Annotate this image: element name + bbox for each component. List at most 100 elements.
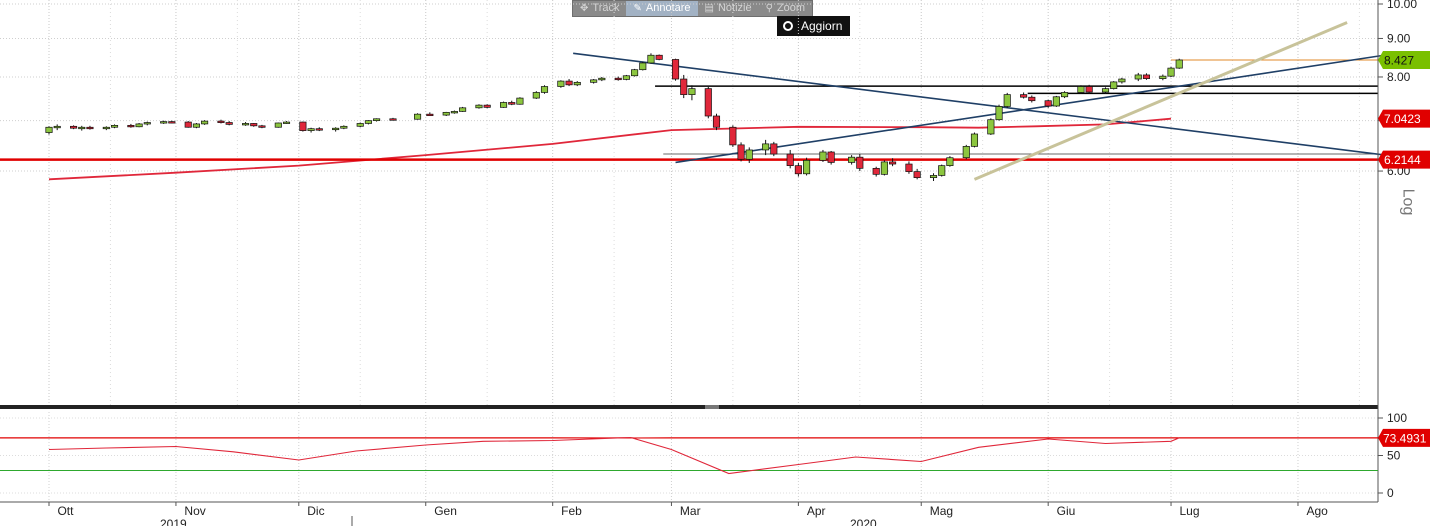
candle — [1101, 87, 1110, 94]
candle-body — [622, 75, 630, 80]
candle-body — [1175, 59, 1183, 69]
candle-body — [250, 123, 258, 127]
x-tick-label: Lug — [1180, 504, 1200, 518]
candle — [880, 160, 888, 176]
candle-body — [848, 156, 856, 163]
candle — [135, 122, 143, 128]
price-tag-label: 7.0423 — [1384, 112, 1421, 126]
candle-body — [946, 157, 954, 166]
candle-body — [242, 123, 250, 126]
toolbar-zoom-button[interactable]: ⚲ Zoom — [759, 1, 812, 16]
candle — [332, 127, 340, 132]
candle-body — [671, 59, 680, 80]
candle-body — [872, 167, 880, 175]
candle-body — [225, 122, 233, 125]
candle — [282, 121, 291, 124]
y-tick-label: 10.00 — [1387, 0, 1417, 11]
indicator-line — [48, 436, 1180, 475]
toolbar-news-button[interactable]: ▤ Notizie — [698, 1, 759, 16]
panel-splitter-handle — [705, 405, 719, 409]
candle-body — [557, 80, 565, 87]
candle-body — [639, 62, 647, 71]
candle-body — [688, 88, 696, 95]
candle — [671, 58, 680, 81]
candle-body — [307, 128, 315, 131]
candle-body — [737, 144, 745, 160]
candle-body — [880, 161, 888, 175]
candle-body — [45, 126, 53, 133]
toolbar-annotate-button[interactable]: ✎ Annotare — [626, 1, 698, 16]
candle — [794, 162, 802, 177]
candle-body — [508, 102, 516, 105]
candle-body — [1020, 94, 1028, 98]
candle-body — [274, 122, 282, 128]
candle — [987, 118, 995, 135]
candle-body — [143, 122, 151, 125]
radio-dot-icon — [783, 21, 793, 31]
candle — [53, 124, 61, 131]
candle — [426, 112, 434, 117]
update-label: Aggiorn — [801, 19, 843, 33]
candle-body — [655, 54, 663, 60]
x-tick-label: Giu — [1057, 504, 1076, 518]
candle-body — [631, 69, 639, 77]
candle-body — [573, 81, 581, 86]
candle-body — [1134, 74, 1142, 80]
candle — [1175, 58, 1183, 69]
update-button[interactable]: Aggiorn — [777, 16, 851, 36]
candle — [614, 76, 622, 81]
candle — [1052, 95, 1060, 107]
candle — [160, 120, 168, 124]
candle-body — [299, 121, 307, 131]
candle — [250, 122, 258, 127]
candle — [258, 124, 266, 129]
candle — [704, 86, 712, 119]
candle — [557, 80, 565, 88]
candle-body — [282, 121, 291, 124]
candle-body — [184, 121, 192, 128]
toolbar-annotate-label: Annotare — [645, 2, 691, 14]
candle — [1167, 66, 1175, 77]
candle-body — [712, 115, 721, 128]
indicator-value-label: 73.4931 — [1383, 431, 1427, 445]
candle-body — [995, 106, 1003, 121]
candle-body — [1052, 96, 1060, 107]
candle — [499, 101, 508, 108]
toolbar-track-button[interactable]: ✥ Track — [573, 1, 626, 16]
candle — [389, 117, 397, 121]
candle — [590, 79, 598, 84]
trend-line — [675, 54, 1385, 164]
toolbar-zoom-label: Zoom — [776, 2, 806, 14]
candle — [1110, 81, 1118, 90]
candle-body — [426, 113, 434, 117]
x-tick-label: Ago — [1306, 504, 1328, 518]
candle-body — [315, 128, 323, 131]
x-tick-label: Nov — [184, 504, 205, 518]
candle — [1159, 74, 1167, 81]
candle-body — [258, 125, 266, 128]
candle — [905, 161, 913, 174]
candle-body — [483, 104, 491, 108]
candle-body — [598, 77, 606, 81]
candle-body — [135, 123, 143, 128]
candle-body — [987, 119, 995, 135]
candle — [459, 106, 467, 112]
price-tag — [1378, 50, 1430, 69]
candle — [565, 79, 573, 87]
candle — [970, 132, 979, 148]
candle-body — [794, 165, 802, 175]
candle-body — [86, 126, 94, 130]
price-tag-label: 6.2144 — [1384, 153, 1421, 167]
indicator-tick-label: 100 — [1387, 411, 1407, 425]
candle — [184, 121, 192, 128]
log-scale-toggle[interactable]: Log — [1399, 183, 1426, 223]
candle — [373, 118, 381, 122]
candle-body — [192, 123, 200, 128]
candle — [78, 125, 86, 131]
candle-body — [201, 120, 209, 125]
candle-body — [127, 124, 135, 128]
candle-body — [1142, 74, 1151, 79]
year-label: 2020 — [850, 517, 877, 526]
candle — [647, 53, 655, 64]
